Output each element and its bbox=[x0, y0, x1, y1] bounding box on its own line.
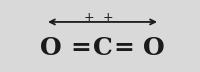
Text: +: + bbox=[84, 11, 95, 24]
Text: C: C bbox=[93, 36, 112, 60]
Text: =: = bbox=[70, 36, 91, 60]
Text: +: + bbox=[103, 11, 113, 24]
Text: O: O bbox=[40, 36, 62, 60]
Text: O: O bbox=[143, 36, 165, 60]
Text: =: = bbox=[114, 36, 135, 60]
